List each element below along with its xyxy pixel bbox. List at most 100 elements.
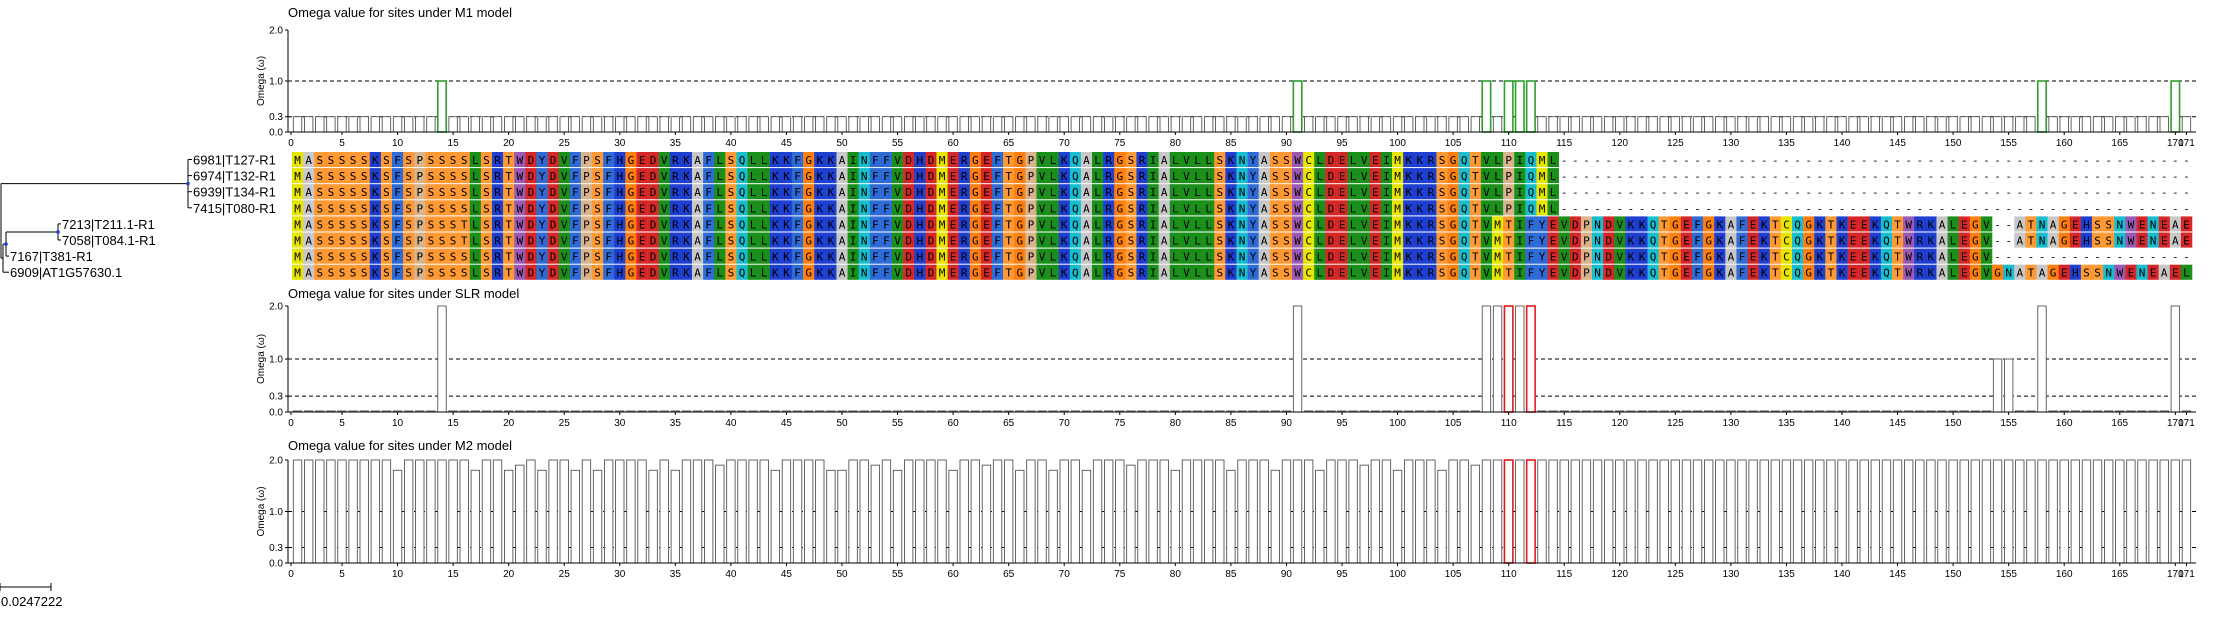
scale-bar-label: 0.0247222: [1, 594, 62, 609]
residue-cell: [803, 152, 815, 168]
omega-bar: [503, 116, 514, 133]
residue-letter: H: [916, 186, 923, 199]
omega-bar: [915, 459, 925, 564]
residue-letter: G: [1805, 251, 1812, 264]
residue-cell: [1936, 232, 1948, 248]
residue-cell: [1525, 264, 1537, 280]
residue-cell: [458, 248, 471, 264]
omega-bar: [681, 116, 692, 133]
panel-title-m2: Omega value for sites under M2 model: [288, 438, 512, 453]
residue-cell: [1680, 248, 1693, 264]
residue-letter: R: [1139, 267, 1146, 280]
residue-letter: S: [350, 251, 357, 264]
residue-cell: [1392, 152, 1404, 168]
alignment-gap: -: [1772, 202, 1779, 215]
residue-cell: [447, 200, 459, 216]
residue-letter: T: [1472, 267, 1479, 280]
omega-bar: [1737, 116, 1747, 133]
residue-letter: D: [928, 170, 935, 183]
residue-letter: A: [2161, 267, 2168, 280]
residue-cell: [403, 168, 415, 184]
residue-letter: L: [1205, 235, 1212, 248]
residue-cell: [369, 264, 382, 280]
residue-letter: S: [728, 170, 735, 183]
alignment-gap: -: [1916, 186, 1923, 199]
residue-letter: E: [1339, 154, 1346, 167]
omega-bar: [1637, 459, 1647, 564]
omega-bar: [1826, 116, 1836, 133]
residue-cell: [1680, 264, 1693, 280]
residue-letter: N: [2116, 218, 2123, 231]
residue-letter: L: [1094, 186, 1101, 199]
omega-bar: [1192, 459, 1203, 564]
residue-cell: [725, 216, 737, 232]
residue-letter: G: [1116, 170, 1123, 183]
alignment-gap: -: [1728, 186, 1735, 199]
residue-letter: S: [483, 202, 490, 215]
residue-cell: [914, 216, 926, 232]
alignment-gap: -: [2094, 202, 2101, 215]
residue-letter: V: [661, 186, 668, 199]
alignment-gap: -: [1972, 170, 1979, 183]
residue-letter: E: [1861, 218, 1868, 231]
residue-letter: F: [705, 267, 712, 280]
residue-letter: S: [361, 251, 368, 264]
residue-letter: F: [394, 202, 401, 215]
residue-letter: Q: [1883, 235, 1890, 248]
residue-cell: [558, 168, 571, 184]
residue-cell: [1480, 152, 1493, 168]
residue-cell: [358, 232, 371, 248]
residue-letter: A: [1728, 235, 1735, 248]
residue-cell: [525, 168, 537, 184]
residue-letter: N: [2150, 235, 2157, 248]
residue-letter: L: [1050, 235, 1057, 248]
residue-cell: [369, 168, 382, 184]
y-tick-label: 1.0: [269, 355, 283, 366]
residue-cell: [1036, 216, 1048, 232]
residue-letter: F: [872, 267, 879, 280]
residue-letter: Y: [1250, 154, 1257, 167]
residue-letter: Q: [1794, 267, 1801, 280]
residue-letter: T: [2028, 267, 2035, 280]
residue-letter: T: [1005, 154, 1012, 167]
omega-bar: [1703, 116, 1714, 133]
residue-cell: [525, 264, 537, 280]
residue-letter: I: [850, 202, 857, 215]
residue-letter: L: [1550, 170, 1557, 183]
omega-bar: [1759, 459, 1769, 564]
residue-letter: E: [2161, 218, 2168, 231]
residue-letter: R: [494, 251, 501, 264]
residue-cell: [292, 200, 304, 216]
residue-cell: [1369, 216, 1382, 232]
residue-cell: [669, 184, 682, 200]
residue-cell: [1047, 184, 1059, 200]
residue-letter: I: [1516, 154, 1523, 167]
omega-bar: [481, 459, 492, 564]
residue-letter: S: [339, 154, 346, 167]
residue-cell: [1336, 168, 1348, 184]
residue-letter: S: [2094, 267, 2101, 280]
residue-letter: K: [783, 218, 790, 231]
omega-bar: [1159, 116, 1169, 133]
omega-bar: [426, 116, 436, 133]
residue-cell: [325, 216, 337, 232]
residue-letter: D: [905, 235, 912, 248]
residue-cell: [703, 248, 715, 264]
residue-letter: T: [2028, 235, 2035, 248]
residue-letter: V: [561, 235, 568, 248]
residue-letter: P: [416, 202, 423, 215]
residue-letter: L: [750, 251, 757, 264]
residue-letter: V: [661, 218, 668, 231]
omega-bar: [1170, 469, 1181, 564]
residue-letter: V: [661, 251, 668, 264]
residue-cell: [1125, 232, 1137, 248]
omega-bar: [1959, 459, 1969, 564]
residue-cell: [1392, 200, 1404, 216]
residue-letter: S: [1283, 186, 1290, 199]
omega-bar: [503, 469, 514, 564]
omega-bar: [648, 116, 658, 133]
x-tick-label: 5: [339, 418, 345, 429]
residue-cell: [1436, 264, 1448, 280]
residue-letter: M: [1394, 235, 1401, 248]
residue-cell: [1925, 216, 1937, 232]
